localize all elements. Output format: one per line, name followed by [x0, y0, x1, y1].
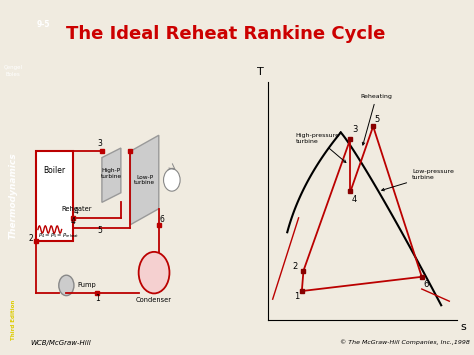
- Polygon shape: [102, 148, 121, 202]
- Text: Third Edition: Third Edition: [10, 299, 16, 340]
- Text: Thermodynamics: Thermodynamics: [9, 152, 18, 239]
- Circle shape: [139, 252, 170, 293]
- Text: Boiler: Boiler: [44, 166, 65, 175]
- Text: Reheater: Reheater: [62, 206, 92, 212]
- Text: 2: 2: [292, 262, 297, 271]
- Bar: [36, 151, 73, 241]
- Text: 6: 6: [160, 214, 165, 224]
- Circle shape: [59, 275, 74, 296]
- Text: Pump: Pump: [77, 283, 96, 288]
- Text: High-P
turbine: High-P turbine: [101, 168, 122, 179]
- Text: 4: 4: [73, 207, 78, 215]
- Polygon shape: [130, 135, 159, 225]
- Text: Reheating: Reheating: [360, 94, 392, 145]
- Text: 4: 4: [352, 195, 357, 203]
- Text: The Ideal Reheat Rankine Cycle: The Ideal Reheat Rankine Cycle: [66, 25, 385, 43]
- Text: Condenser: Condenser: [136, 297, 172, 303]
- Text: Low-P
turbine: Low-P turbine: [134, 175, 155, 185]
- Text: 5: 5: [375, 115, 380, 124]
- Text: 6: 6: [423, 280, 429, 289]
- Text: 1: 1: [95, 294, 100, 303]
- Y-axis label: T: T: [257, 67, 264, 77]
- Text: 1: 1: [294, 292, 299, 301]
- Circle shape: [164, 169, 180, 191]
- Text: 3: 3: [97, 140, 102, 148]
- X-axis label: s: s: [460, 322, 466, 332]
- Text: 4: 4: [71, 217, 76, 226]
- Text: High-pressure
turbine: High-pressure turbine: [295, 133, 346, 163]
- Text: © The McGraw-Hill Companies, Inc.,1998: © The McGraw-Hill Companies, Inc.,1998: [340, 340, 470, 345]
- Text: WCB/McGraw-Hill: WCB/McGraw-Hill: [30, 340, 91, 345]
- Text: Low-pressure
turbine: Low-pressure turbine: [382, 169, 454, 191]
- Text: $P_4 = P_5 = P_{reheat}$: $P_4 = P_5 = P_{reheat}$: [38, 231, 80, 240]
- Text: Çengel
Boles: Çengel Boles: [3, 65, 23, 77]
- Text: 2: 2: [28, 234, 33, 243]
- Text: 9-5: 9-5: [37, 20, 51, 29]
- Text: 3: 3: [352, 125, 357, 135]
- Text: 5: 5: [97, 226, 102, 235]
